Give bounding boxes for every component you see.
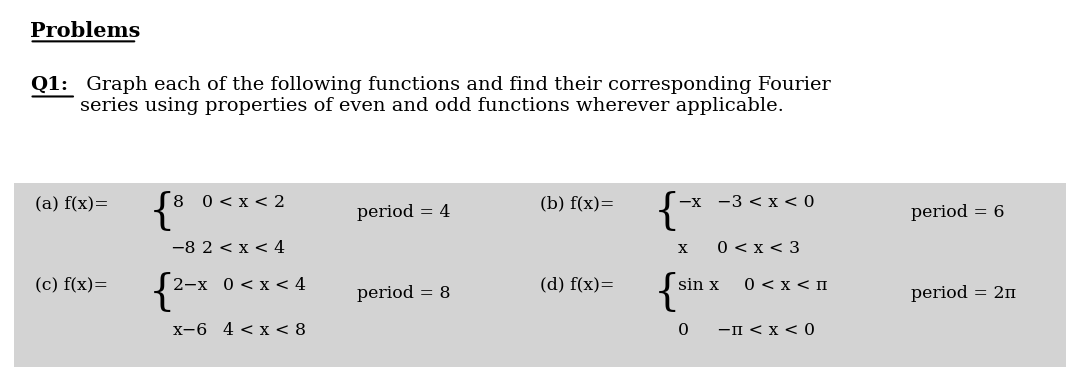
Text: −x: −x — [677, 194, 702, 211]
Text: 8: 8 — [173, 194, 184, 211]
Text: 4 < x < 8: 4 < x < 8 — [224, 322, 306, 339]
Text: {: { — [653, 191, 680, 233]
Text: period = 4: period = 4 — [357, 204, 450, 221]
Text: period = 8: period = 8 — [357, 285, 450, 301]
Text: (b) f(x)=: (b) f(x)= — [540, 196, 615, 213]
Text: x−6: x−6 — [173, 322, 207, 339]
Text: x: x — [677, 240, 687, 257]
Text: period = 2π: period = 2π — [910, 285, 1016, 301]
Text: {: { — [653, 272, 680, 314]
Text: −π < x < 0: −π < x < 0 — [717, 322, 815, 339]
Text: (c) f(x)=: (c) f(x)= — [35, 276, 108, 294]
Text: 2−x: 2−x — [173, 276, 208, 294]
Text: 0 < x < 3: 0 < x < 3 — [717, 240, 800, 257]
Text: 0: 0 — [677, 322, 689, 339]
Text: 0 < x < π: 0 < x < π — [744, 276, 827, 294]
Text: 0 < x < 2: 0 < x < 2 — [202, 194, 285, 211]
FancyBboxPatch shape — [14, 183, 1066, 367]
Text: 0 < x < 4: 0 < x < 4 — [224, 276, 306, 294]
Text: 2 < x < 4: 2 < x < 4 — [202, 240, 285, 257]
Text: period = 6: period = 6 — [910, 204, 1004, 221]
Text: sin x: sin x — [677, 276, 718, 294]
Text: (a) f(x)=: (a) f(x)= — [35, 196, 109, 213]
Text: {: { — [149, 191, 175, 233]
Text: {: { — [149, 272, 175, 314]
Text: Problems: Problems — [29, 21, 140, 41]
Text: −3 < x < 0: −3 < x < 0 — [717, 194, 815, 211]
Text: Graph each of the following functions and find their corresponding Fourier
serie: Graph each of the following functions an… — [80, 76, 831, 115]
Text: (d) f(x)=: (d) f(x)= — [540, 276, 615, 294]
Text: −8: −8 — [171, 240, 195, 257]
Text: Q1:: Q1: — [29, 76, 68, 94]
